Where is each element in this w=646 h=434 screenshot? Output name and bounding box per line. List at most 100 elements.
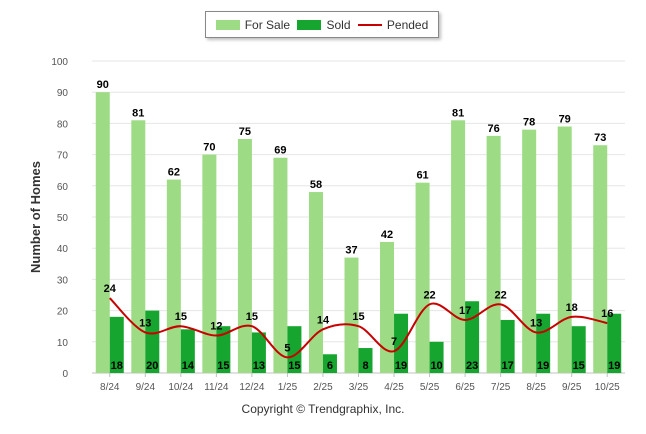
data-label-for-sale: 78: [523, 117, 535, 129]
data-label-sold: 15: [217, 360, 229, 372]
data-label-for-sale: 70: [203, 142, 215, 154]
data-label-pended: 14: [317, 314, 330, 326]
y-tick-label: 10: [57, 338, 69, 349]
data-label-sold: 6: [327, 360, 333, 372]
bar-sold: [500, 319, 515, 373]
data-label-pended: 5: [284, 342, 290, 354]
data-label-for-sale: 73: [594, 132, 606, 144]
legend: For Sale Sold Pended: [205, 11, 439, 38]
y-tick-label: 20: [57, 307, 69, 318]
x-tick-label: 10/25: [595, 382, 620, 393]
data-label-for-sale: 42: [381, 229, 393, 241]
data-label-sold: 17: [502, 360, 514, 372]
bar-sold: [109, 316, 124, 373]
bar-for-sale: [273, 157, 288, 373]
data-label-pended: 16: [601, 308, 613, 320]
data-label-pended: 17: [459, 305, 471, 317]
legend-label-pended: Pended: [386, 17, 429, 32]
x-tick-label: 9/25: [562, 382, 582, 393]
y-axis-label: Number of Homes: [28, 161, 43, 273]
data-label-pended: 12: [210, 321, 222, 333]
data-label-pended: 22: [423, 289, 435, 301]
data-label-for-sale: 69: [274, 145, 286, 157]
data-label-pended: 15: [352, 311, 364, 323]
x-tick-label: 6/25: [455, 382, 475, 393]
x-tick-label: 1/25: [278, 382, 298, 393]
bar-for-sale: [415, 182, 430, 373]
data-label-pended: 18: [566, 302, 578, 314]
bar-sold: [394, 313, 409, 373]
data-label-for-sale: 79: [559, 114, 571, 126]
data-label-sold: 20: [146, 360, 158, 372]
y-axis-ticks: 0 10 20 30 40 50 60 70 80 90 100: [51, 57, 68, 380]
y-tick-label: 100: [51, 57, 68, 68]
bar-sold: [145, 310, 160, 373]
y-tick-label: 40: [57, 244, 69, 255]
bar-for-sale: [308, 192, 323, 373]
legend-swatch-sold: [297, 19, 322, 30]
data-label-sold: 8: [362, 360, 368, 372]
data-label-pended: 13: [530, 317, 542, 329]
data-label-for-sale: 81: [132, 107, 144, 119]
data-label-sold: 15: [288, 360, 300, 372]
data-label-pended: 13: [139, 317, 151, 329]
bar-sold: [322, 354, 337, 373]
data-label-sold: 15: [573, 360, 585, 372]
y-tick-label: 80: [57, 119, 69, 130]
bar-for-sale: [486, 135, 501, 373]
y-tick-label: 50: [57, 213, 69, 224]
legend-item-sold[interactable]: Sold: [297, 17, 351, 32]
data-label-for-sale: 58: [310, 179, 322, 191]
data-label-sold: 10: [430, 360, 442, 372]
bars: [95, 92, 622, 374]
x-tick-label: 7/25: [491, 382, 511, 393]
data-label-pended: 22: [495, 289, 507, 301]
bar-sold: [607, 313, 622, 373]
x-tick-label: 10/24: [168, 382, 193, 393]
data-label-for-sale: 76: [488, 123, 500, 135]
legend-label-for-sale: For Sale: [244, 17, 291, 32]
data-label-sold: 23: [466, 360, 478, 372]
x-tick-label: 8/25: [526, 382, 546, 393]
data-label-pended: 15: [246, 311, 258, 323]
copyright-text: Copyright © Trendgraphix, Inc.: [241, 402, 405, 416]
bar-for-sale: [344, 257, 359, 373]
y-tick-label: 0: [62, 369, 68, 380]
bar-for-sale: [451, 120, 466, 373]
bar-for-sale: [522, 129, 537, 373]
bar-sold: [571, 326, 586, 373]
y-tick-label: 30: [57, 275, 69, 286]
pended-line: [109, 297, 608, 359]
legend-item-for-sale[interactable]: For Sale: [215, 17, 291, 32]
x-tick-label: 12/24: [239, 382, 264, 393]
bar-sold: [180, 329, 195, 373]
bar-for-sale: [166, 179, 181, 373]
data-label-for-sale: 62: [168, 167, 180, 179]
data-label-for-sale: 61: [416, 170, 428, 182]
data-label-sold: 13: [253, 360, 265, 372]
data-label-pended: 7: [391, 336, 397, 348]
data-label-for-sale: 75: [239, 126, 251, 138]
legend-item-pended[interactable]: Pended: [357, 17, 429, 32]
bar-sold: [287, 326, 302, 373]
x-tick-label: 3/25: [349, 382, 369, 393]
bar-for-sale: [593, 145, 608, 373]
bar-for-sale: [202, 154, 217, 373]
bar-for-sale: [380, 241, 395, 373]
x-tick-label: 5/25: [420, 382, 440, 393]
data-label-for-sale: 90: [97, 79, 109, 91]
data-label-pended: 15: [175, 311, 187, 323]
legend-swatch-pended: [357, 23, 382, 26]
x-tick-label: 9/24: [136, 382, 156, 393]
bar-for-sale: [557, 126, 572, 374]
bar-for-sale: [95, 92, 110, 373]
legend-label-sold: Sold: [326, 17, 351, 32]
bar-for-sale: [131, 120, 146, 373]
data-label-sold: 14: [182, 360, 195, 372]
bar-sold: [358, 348, 373, 373]
legend-swatch-for-sale: [215, 19, 240, 30]
x-tick-label: 11/24: [204, 382, 229, 393]
data-labels: 9018812062147015751369155863784219611081…: [97, 79, 621, 372]
x-axis-ticks: 8/24 9/24 10/24 11/24 12/24 1/25 2/25 3/25 4/25 5…: [100, 373, 620, 393]
